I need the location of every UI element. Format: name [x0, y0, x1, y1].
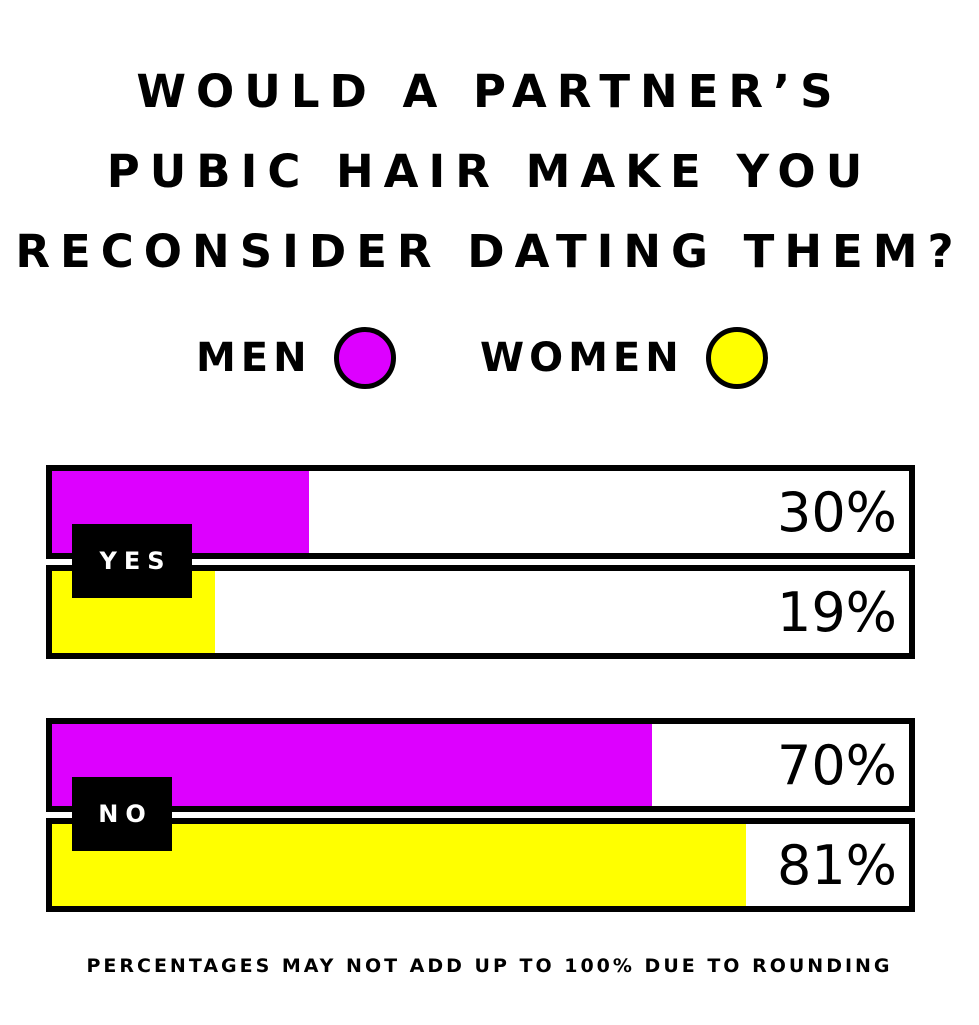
data-label-yes-men: 30% — [776, 480, 897, 544]
legend-item-men: MEN — [196, 322, 396, 394]
data-label-yes-women: 19% — [776, 580, 897, 644]
legend-swatch-women — [705, 327, 768, 389]
chart-title-line-3: RECONSIDER DATING THEM? — [15, 225, 964, 278]
category-label-no: NO — [72, 777, 172, 851]
chart-title-line-1: WOULD A PARTNER’S — [136, 65, 843, 118]
legend-swatch-men — [333, 327, 396, 389]
bar-no-men: 70% — [46, 718, 915, 812]
data-label-no-men: 70% — [776, 733, 897, 797]
legend-item-women: WOMEN — [480, 322, 768, 394]
chart-footnote: PERCENTAGES MAY NOT ADD UP TO 100% DUE T… — [86, 955, 893, 977]
chart-title: WOULD A PARTNER’S PUBIC HAIR MAKE YOU RE… — [0, 52, 979, 292]
legend-label-women: WOMEN — [480, 335, 684, 381]
chart-title-line-2: PUBIC HAIR MAKE YOU — [106, 145, 873, 198]
bar-yes-women: 19% — [46, 565, 915, 659]
bar-no-women: 81% — [46, 818, 915, 912]
legend-label-men: MEN — [196, 335, 312, 381]
category-label-yes: YES — [72, 524, 192, 598]
data-label-no-women: 81% — [776, 833, 897, 897]
chart-legend: MEN WOMEN — [0, 322, 979, 394]
